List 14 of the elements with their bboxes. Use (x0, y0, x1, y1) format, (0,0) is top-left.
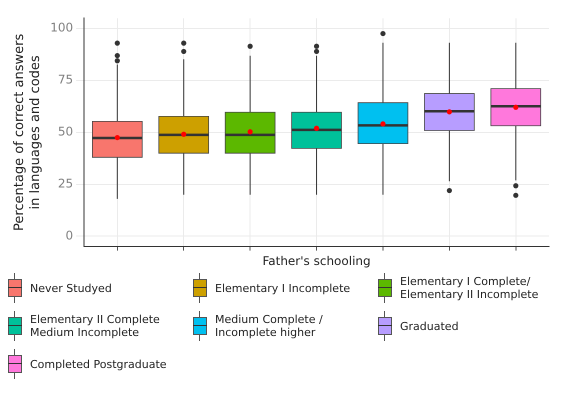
y-tick-label: 100 (50, 20, 74, 35)
legend-label: Elementary I Complete/ Elementary II Incomplete (400, 275, 540, 301)
y-tick-label: 75 (58, 72, 74, 87)
legend-label: Elementary I Incomplete (215, 282, 350, 294)
x-axis-title: Father's schooling (262, 254, 371, 268)
y-tick-label: 25 (58, 176, 74, 190)
legend-label: Completed Postgraduate (30, 358, 167, 370)
legend-label: Elementary II Complete Medium Incomplete (30, 313, 161, 339)
y-axis-title: Percentage of correct answers in languages and codes (12, 34, 43, 232)
y-tick-label: 50 (58, 124, 74, 139)
legend-label: Medium Complete / Incomplete higher (215, 313, 324, 339)
legend-label: Never Studyed (30, 282, 112, 294)
legend-label: Graduated (400, 320, 459, 332)
y-tick-label: 0 (65, 228, 74, 242)
